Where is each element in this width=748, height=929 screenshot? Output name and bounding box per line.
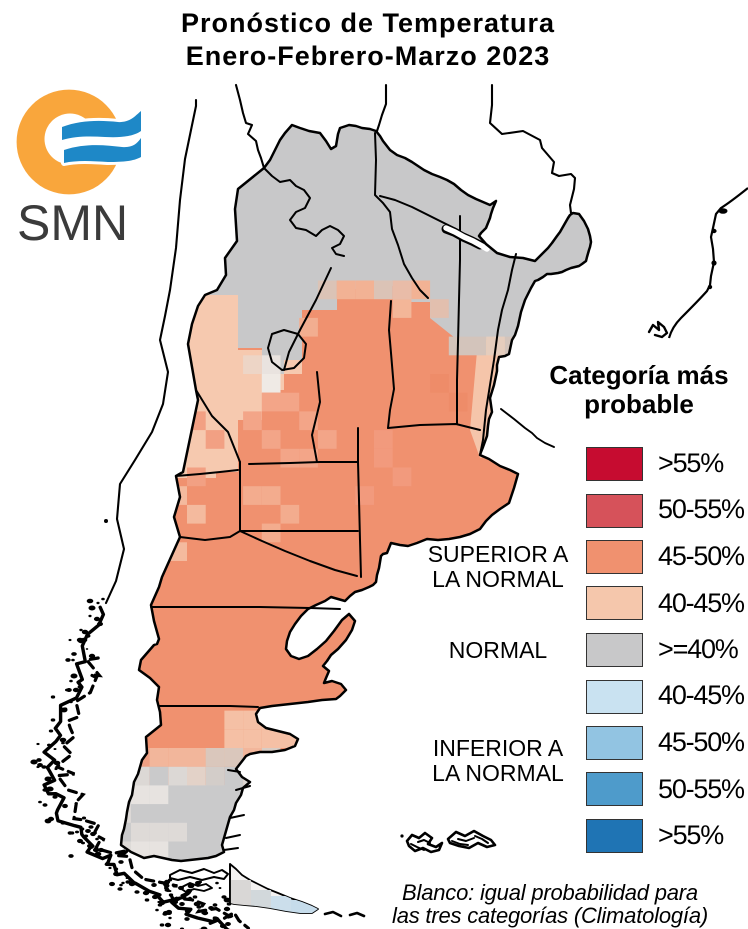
svg-text:SMN: SMN <box>17 195 128 250</box>
